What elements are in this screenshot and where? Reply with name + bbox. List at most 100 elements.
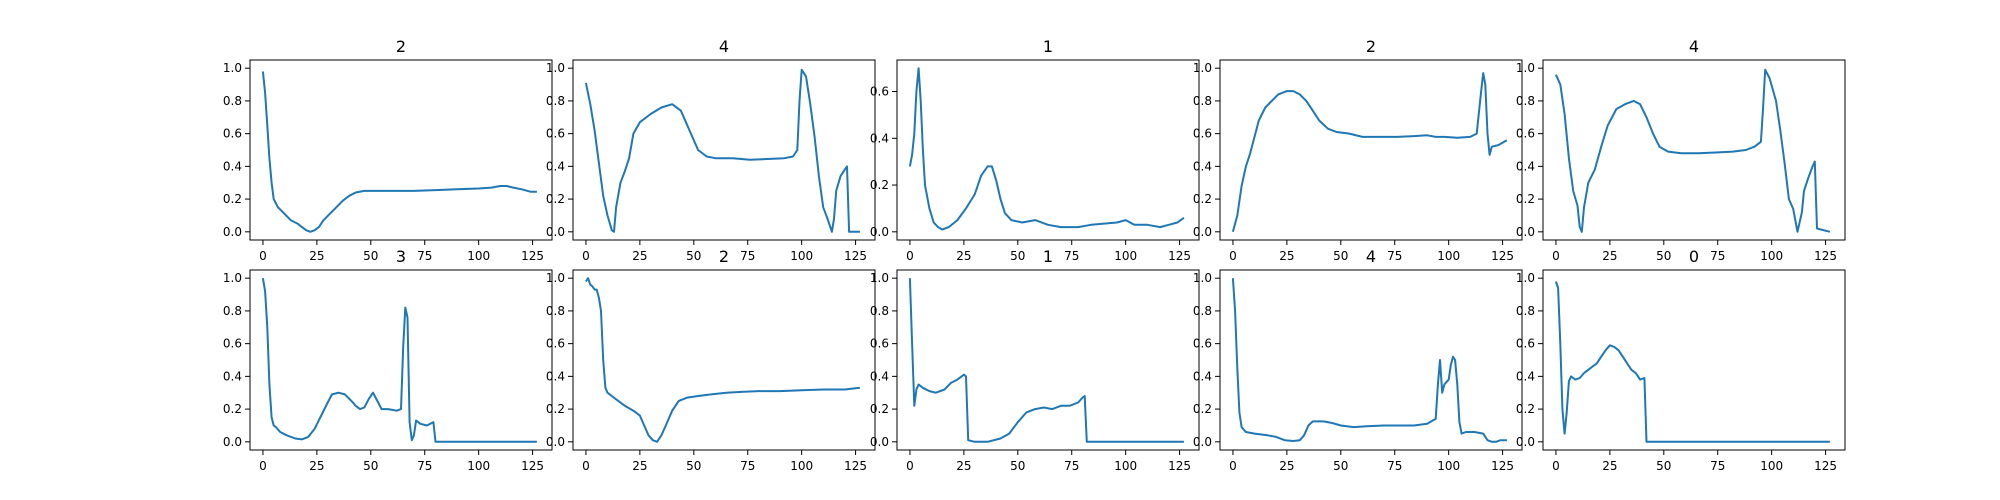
y-tick-label: 1.0 <box>546 271 565 285</box>
x-tick-label: 100 <box>1760 249 1783 263</box>
x-tick-label: 100 <box>1114 249 1137 263</box>
subplot-title: 2 <box>719 247 729 266</box>
x-tick-label: 125 <box>844 249 867 263</box>
subplot-title: 0 <box>1689 247 1699 266</box>
axes-frame <box>1219 59 1523 241</box>
x-tick-label: 75 <box>1064 459 1079 473</box>
x-tick-label: 75 <box>1710 459 1725 473</box>
y-tick-label: 0.0 <box>1516 225 1535 239</box>
subplot-4: 2 0 25 50 75 100 125 0.0 0.2 0.4 0.6 0.8 1.0 <box>1193 37 1523 263</box>
y-tick-label: 0.8 <box>223 304 242 318</box>
y-tick-label: 0.8 <box>1193 304 1212 318</box>
x-tick-label: 125 <box>1814 249 1837 263</box>
x-tick-label: 75 <box>1387 249 1402 263</box>
x-tick-label: 125 <box>1168 249 1191 263</box>
y-tick-label: 0.2 <box>546 402 565 416</box>
y-tick-label: 0.2 <box>1193 192 1212 206</box>
y-tick-label: 1.0 <box>223 271 242 285</box>
x-tick-label: 25 <box>1602 249 1617 263</box>
x-tick-label: 125 <box>521 459 544 473</box>
x-tick-label: 50 <box>1010 459 1025 473</box>
x-tick-label: 25 <box>632 459 647 473</box>
series-line <box>908 67 1185 231</box>
series-line <box>584 68 860 233</box>
axes-frame <box>1219 269 1523 451</box>
y-tick-label: 0.8 <box>1516 304 1535 318</box>
y-tick-label: 0.6 <box>1516 127 1535 141</box>
x-tick-label: 25 <box>309 459 324 473</box>
subplot-9: 4 0 25 50 75 100 125 0.0 0.2 0.4 0.6 0.8 1.0 <box>1193 247 1523 473</box>
x-tick-label: 25 <box>1602 459 1617 473</box>
x-tick-label: 0 <box>906 249 914 263</box>
x-tick-label: 75 <box>740 249 755 263</box>
series-line <box>261 278 537 443</box>
x-tick-label: 0 <box>1552 249 1560 263</box>
x-tick-label: 125 <box>521 249 544 263</box>
y-tick-label: 0.2 <box>546 192 565 206</box>
series-line <box>1554 281 1830 443</box>
y-tick-label: 0.0 <box>1516 435 1535 449</box>
y-tick-label: 0.6 <box>870 337 889 351</box>
series-line <box>1231 72 1508 233</box>
x-tick-label: 50 <box>1656 459 1671 473</box>
y-tick-label: 1.0 <box>1516 61 1535 75</box>
x-tick-label: 100 <box>467 459 490 473</box>
y-tick-label: 0.0 <box>1193 435 1212 449</box>
y-tick-label: 0.8 <box>870 304 889 318</box>
y-tick-label: 0.0 <box>546 435 565 449</box>
y-tick-label: 0.6 <box>870 85 889 99</box>
subplot-1: 2 0 25 50 75 100 125 0.0 0.2 0.4 0.6 0.8 1.0 <box>223 37 553 263</box>
x-tick-label: 100 <box>1760 459 1783 473</box>
y-tick-label: 1.0 <box>1193 61 1212 75</box>
y-tick-label: 0.8 <box>546 94 565 108</box>
y-tick-label: 0.0 <box>223 225 242 239</box>
subplot-title: 2 <box>396 37 406 56</box>
y-tick-label: 0.0 <box>1193 225 1212 239</box>
y-tick-label: 0.6 <box>1516 337 1535 351</box>
y-tick-label: 0.2 <box>223 192 242 206</box>
x-tick-label: 25 <box>632 249 647 263</box>
subplot-3: 1 0 25 50 75 100 125 0.0 0.2 0.4 0.6 <box>870 37 1200 263</box>
axes-frame <box>1542 269 1846 451</box>
subplot-10: 0 0 25 50 75 100 125 0.0 0.2 0.4 0.6 0.8 1.0 <box>1516 247 1846 473</box>
x-tick-label: 75 <box>740 459 755 473</box>
x-tick-label: 125 <box>1168 459 1191 473</box>
x-tick-label: 0 <box>1552 459 1560 473</box>
y-tick-label: 1.0 <box>1516 271 1535 285</box>
x-tick-label: 100 <box>467 249 490 263</box>
y-tick-label: 0.2 <box>870 178 889 192</box>
x-tick-label: 125 <box>844 459 867 473</box>
y-tick-label: 1.0 <box>870 271 889 285</box>
series-line <box>261 71 537 233</box>
subplot-8: 1 0 25 50 75 100 125 0.0 0.2 0.4 0.6 0.8 1.0 <box>870 247 1200 473</box>
y-tick-label: 0.6 <box>1193 337 1212 351</box>
x-tick-label: 100 <box>1437 249 1460 263</box>
y-tick-label: 0.2 <box>223 402 242 416</box>
series-line <box>1231 278 1507 443</box>
y-tick-label: 1.0 <box>546 61 565 75</box>
y-tick-label: 0.4 <box>223 369 242 383</box>
axes-frame <box>1542 59 1846 241</box>
y-tick-label: 0.8 <box>546 304 565 318</box>
x-tick-label: 50 <box>1333 459 1348 473</box>
y-tick-label: 0.4 <box>1516 159 1535 173</box>
x-tick-label: 75 <box>1064 249 1079 263</box>
x-tick-label: 125 <box>1491 459 1514 473</box>
x-tick-label: 25 <box>956 459 971 473</box>
subplot-title: 4 <box>1689 37 1699 56</box>
x-tick-label: 75 <box>1387 459 1402 473</box>
x-tick-label: 125 <box>1814 459 1837 473</box>
x-tick-label: 125 <box>1491 249 1514 263</box>
subplot-title: 4 <box>719 37 729 56</box>
axes-frame <box>249 269 553 451</box>
x-tick-label: 50 <box>686 459 701 473</box>
y-tick-label: 0.6 <box>546 127 565 141</box>
subplot-title: 1 <box>1043 37 1053 56</box>
x-tick-label: 0 <box>906 459 914 473</box>
y-tick-label: 0.4 <box>546 159 565 173</box>
x-tick-label: 0 <box>259 459 267 473</box>
y-tick-label: 0.0 <box>870 225 889 239</box>
